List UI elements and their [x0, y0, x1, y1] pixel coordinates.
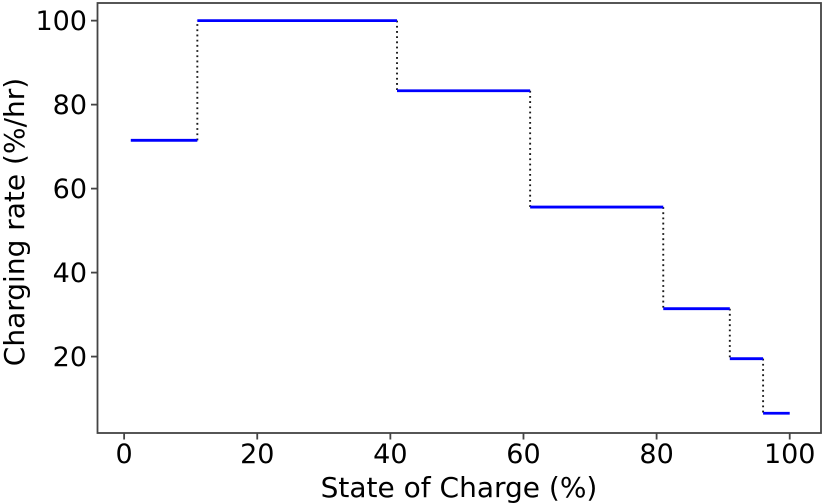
y-tick-label: 60: [53, 174, 87, 205]
x-tick-label: 60: [506, 439, 540, 470]
plot-area: 0 20 40 60 80 100 20 40 60 80 100: [35, 2, 822, 470]
y-tick-label: 40: [53, 258, 87, 289]
y-axis-label: Charging rate (%/hr): [0, 78, 31, 366]
y-tick-label: 20: [53, 342, 87, 373]
x-tick-label: 100: [764, 439, 816, 470]
x-tick-label: 80: [639, 439, 673, 470]
x-axis-label: State of Charge (%): [321, 471, 598, 503]
x-tick-label: 40: [373, 439, 407, 470]
plot-frame: [96, 2, 822, 434]
x-tick-label: 0: [116, 439, 133, 470]
x-tick-label: 20: [240, 439, 274, 470]
y-tick-label: 100: [35, 6, 87, 37]
y-tick-label: 80: [53, 90, 87, 121]
